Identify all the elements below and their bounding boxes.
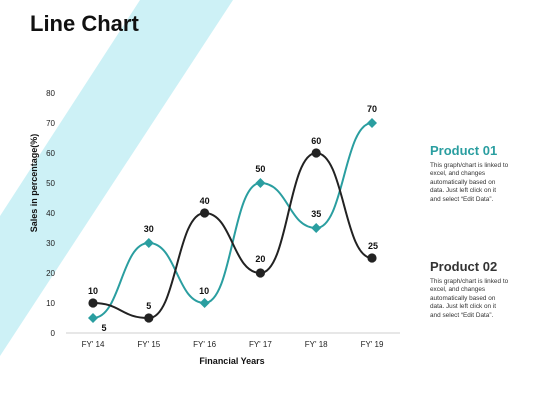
diagonal-band [0, 0, 233, 356]
legend-desc-line: and select “Edit Data”. [430, 311, 494, 319]
data-label: 30 [144, 224, 154, 234]
data-point-marker [88, 313, 98, 323]
data-point-marker [311, 148, 321, 158]
series-product-02: 10 5 40 20 60 25 [88, 136, 378, 323]
data-label: 40 [200, 196, 210, 206]
x-tick-label: FY' 17 [249, 340, 272, 349]
legend-title-product-02: Product 02 [430, 259, 498, 274]
legend-desc-line: and select “Edit Data”. [430, 195, 494, 203]
data-label: 70 [367, 104, 377, 114]
legend-desc-line: automatically based on [430, 294, 496, 302]
y-tick-label: 40 [46, 209, 55, 218]
x-tick-label: FY' 16 [193, 340, 216, 349]
data-point-marker [255, 268, 265, 278]
data-label: 35 [311, 209, 321, 219]
data-point-marker [199, 298, 210, 308]
legend-description-product-02: This graph/chart is linked to excel, and… [430, 278, 540, 320]
data-label: 25 [368, 241, 378, 251]
legend-desc-line: This graph/chart is linked to [430, 278, 509, 285]
y-tick-labels: 0 10 20 30 40 50 60 70 80 [46, 89, 55, 338]
y-tick-label: 60 [46, 149, 55, 158]
x-tick-labels: FY' 14 FY' 15 FY' 16 FY' 17 FY' 18 FY' 19 [82, 340, 384, 349]
legend-description-product-01: This graph/chart is linked to excel, and… [430, 162, 540, 204]
data-point-marker [311, 223, 322, 233]
y-tick-label: 80 [46, 89, 55, 98]
legend-desc-line: excel, and changes [430, 170, 486, 178]
legend-product-01: Product 01 This graph/chart is linked to… [430, 143, 540, 204]
legend-title-product-01: Product 01 [430, 143, 498, 158]
legend-desc-line: This graph/chart is linked to [430, 162, 509, 169]
data-label: 60 [311, 136, 321, 146]
data-label: 5 [101, 323, 106, 333]
data-point-marker [143, 238, 154, 248]
series-line [92, 122, 373, 319]
x-tick-label: FY' 15 [137, 340, 160, 349]
data-point-marker [367, 253, 377, 263]
data-label: 20 [255, 254, 265, 264]
x-axis-title: Financial Years [199, 356, 264, 366]
legend-desc-line: automatically based on [430, 178, 496, 186]
page-title: Line Chart [30, 11, 139, 36]
y-tick-label: 10 [46, 299, 55, 308]
legend-desc-line: excel, and changes [430, 286, 486, 294]
y-tick-label: 70 [46, 119, 55, 128]
data-label: 10 [88, 286, 98, 296]
series-product-01: 5 30 10 50 35 70 [88, 104, 377, 333]
y-tick-label: 20 [46, 269, 55, 278]
x-tick-label: FY' 14 [82, 340, 105, 349]
x-tick-label: FY' 18 [305, 340, 328, 349]
y-tick-label: 0 [51, 329, 56, 338]
y-axis-title: Sales in percentage(%) [29, 134, 39, 233]
data-label: 5 [146, 301, 151, 311]
data-label: 10 [199, 286, 209, 296]
data-point-marker [255, 178, 266, 188]
legend-desc-line: data. Just left click on it [430, 303, 497, 311]
data-point-marker [367, 118, 377, 128]
legend-desc-line: data. Just left click on it [430, 187, 497, 195]
data-point-marker [88, 298, 98, 308]
y-tick-label: 50 [46, 179, 55, 188]
data-point-marker [200, 208, 210, 218]
x-tick-label: FY' 19 [361, 340, 384, 349]
y-tick-label: 30 [46, 239, 55, 248]
data-label: 50 [255, 164, 265, 174]
data-point-marker [144, 313, 154, 323]
series-line [92, 151, 373, 320]
legend-product-02: Product 02 This graph/chart is linked to… [430, 259, 540, 320]
